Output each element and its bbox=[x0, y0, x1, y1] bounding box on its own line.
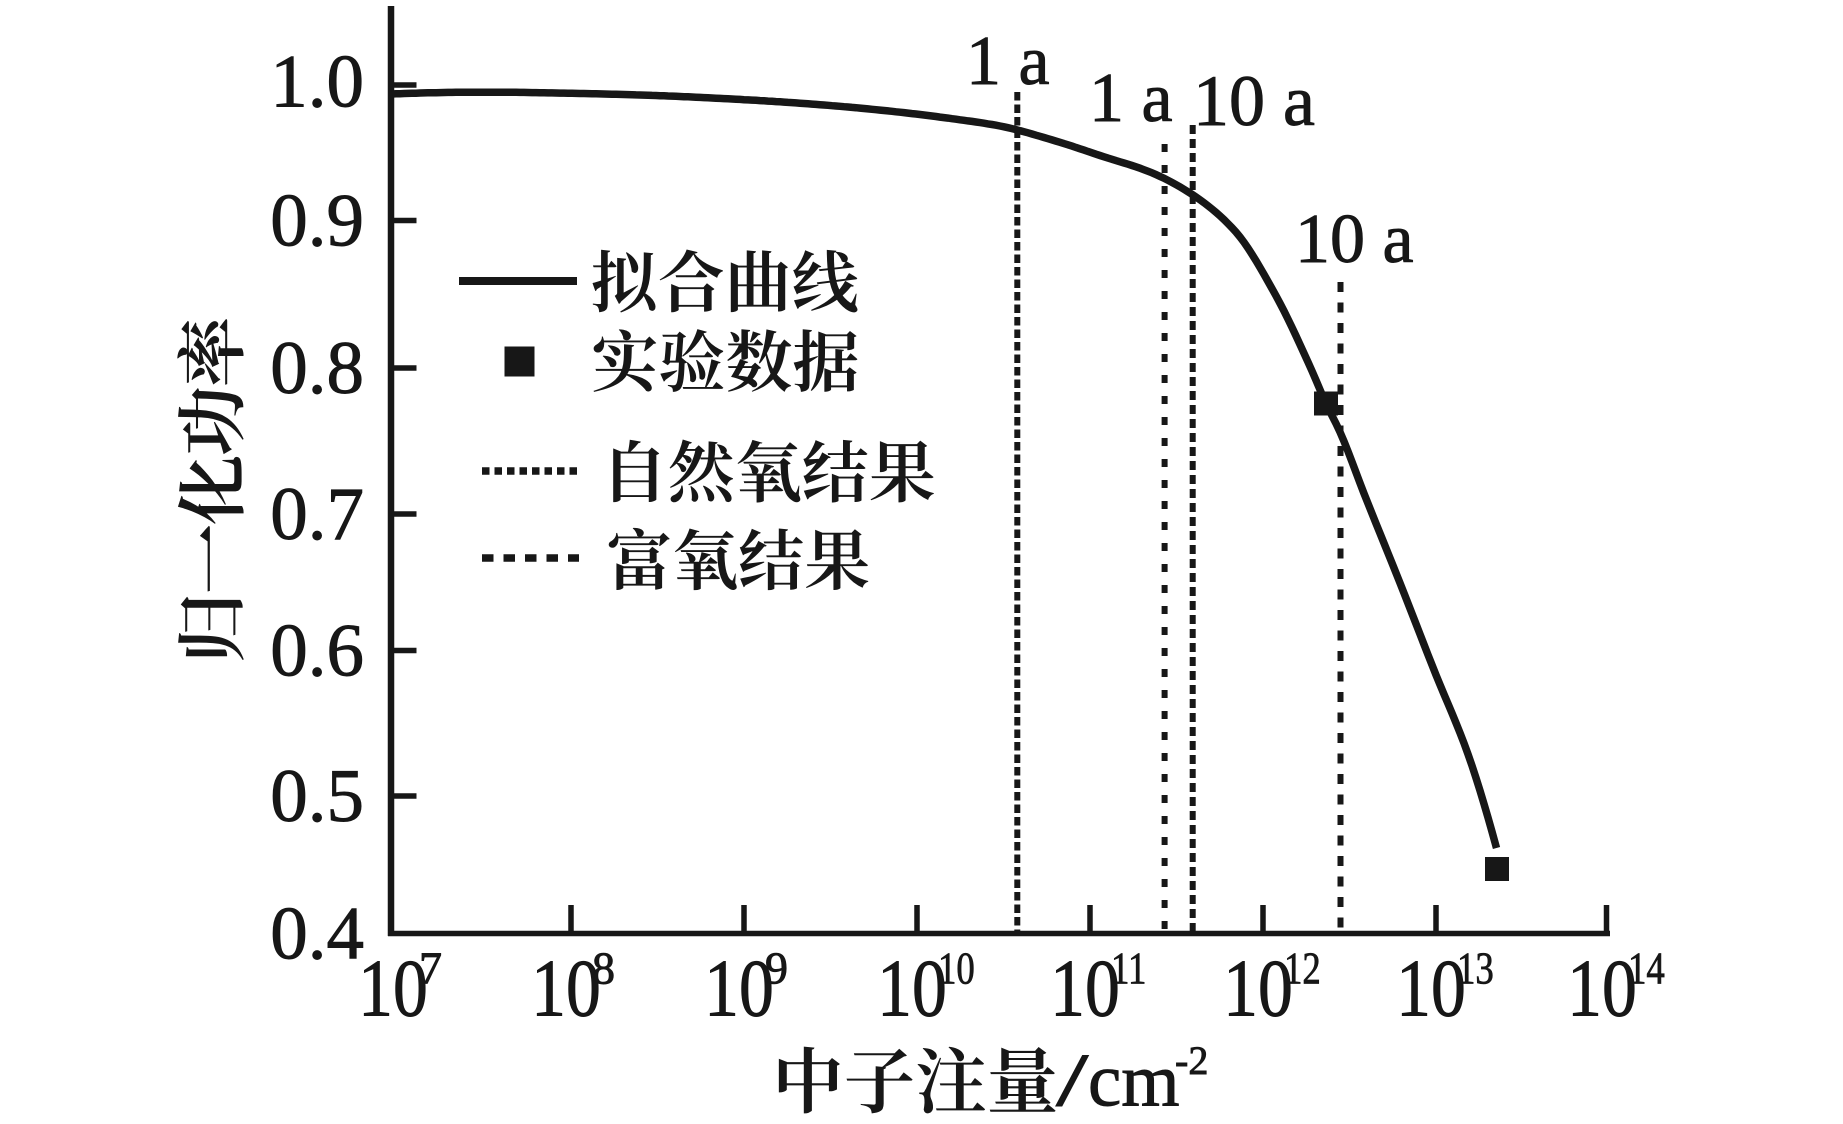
svg-text:9: 9 bbox=[765, 943, 788, 994]
svg-text:10: 10 bbox=[1223, 943, 1293, 1034]
svg-text:10: 10 bbox=[938, 944, 975, 995]
svg-text:10 a: 10 a bbox=[1193, 61, 1315, 141]
svg-text:10: 10 bbox=[877, 943, 947, 1034]
svg-text:11: 11 bbox=[1111, 944, 1146, 995]
svg-text:0.8: 0.8 bbox=[270, 327, 364, 410]
svg-text:1 a: 1 a bbox=[1089, 60, 1173, 137]
svg-text:0.5: 0.5 bbox=[270, 755, 364, 838]
svg-text:10: 10 bbox=[1396, 943, 1466, 1034]
svg-text:14: 14 bbox=[1628, 944, 1665, 995]
svg-text:1.0: 1.0 bbox=[270, 41, 364, 124]
svg-text:/: / bbox=[1056, 1040, 1089, 1123]
svg-text:cm: cm bbox=[1088, 1040, 1180, 1123]
svg-text:10: 10 bbox=[1050, 943, 1120, 1034]
svg-text:13: 13 bbox=[1457, 944, 1494, 995]
svg-text:0.6: 0.6 bbox=[270, 609, 364, 692]
svg-text:0.4: 0.4 bbox=[270, 892, 364, 975]
svg-text:-2: -2 bbox=[1175, 1038, 1208, 1083]
svg-text:10 a: 10 a bbox=[1295, 201, 1414, 278]
svg-text:10: 10 bbox=[704, 943, 774, 1034]
svg-text:1 a: 1 a bbox=[966, 23, 1050, 100]
svg-text:10: 10 bbox=[1567, 943, 1637, 1034]
svg-text:8: 8 bbox=[592, 943, 615, 994]
svg-text:0.7: 0.7 bbox=[270, 473, 364, 556]
svg-text:10: 10 bbox=[358, 943, 428, 1034]
svg-text:12: 12 bbox=[1284, 944, 1321, 995]
svg-text:7: 7 bbox=[419, 943, 442, 994]
svg-text:0.9: 0.9 bbox=[270, 179, 364, 262]
svg-text:10: 10 bbox=[531, 943, 601, 1034]
